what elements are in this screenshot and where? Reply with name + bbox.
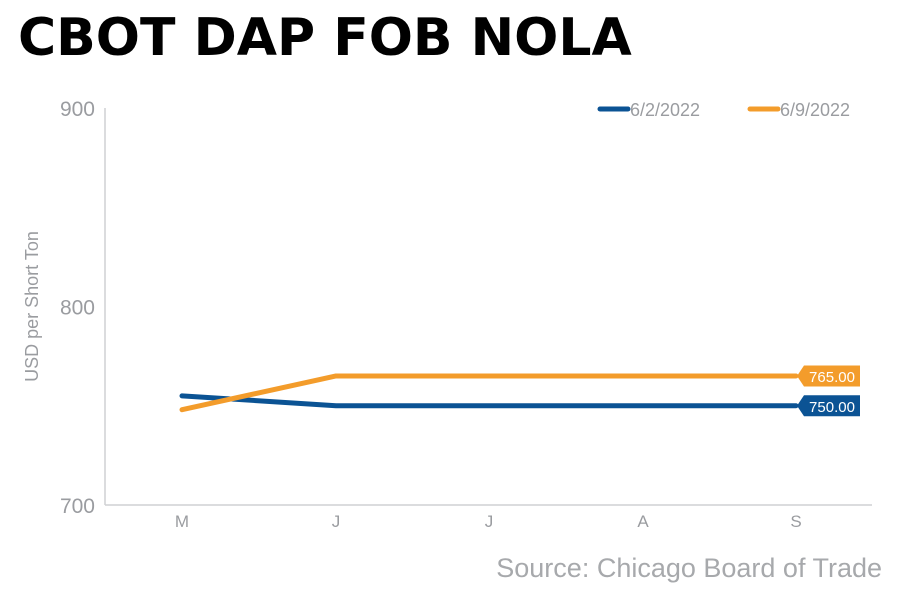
series-line bbox=[179, 393, 799, 409]
end-label-value: 765.00 bbox=[809, 369, 855, 386]
x-tick-label: S bbox=[790, 512, 801, 531]
chart-title: CBOT DAP FOB NOLA bbox=[18, 8, 632, 68]
series-line bbox=[179, 373, 799, 413]
x-tick-label: J bbox=[485, 512, 494, 531]
end-label-value: 750.00 bbox=[809, 399, 855, 416]
end-label-badge bbox=[797, 365, 860, 387]
x-tick-label: M bbox=[175, 512, 189, 531]
end-labels: 750.00 765.00 bbox=[797, 365, 860, 417]
source-note: Source: Chicago Board of Trade bbox=[496, 553, 882, 583]
x-tick-label: J bbox=[332, 512, 341, 531]
y-axis-title: USD per Short Ton bbox=[22, 231, 42, 382]
chart-axes: 700 800 900 M J J A S USD per Short Ton bbox=[22, 98, 872, 531]
y-tick-label: 700 bbox=[60, 495, 95, 518]
chart-legend: 6/2/2022 6/9/2022 bbox=[597, 100, 850, 120]
legend-label: 6/9/2022 bbox=[780, 100, 850, 120]
y-tick-label: 900 bbox=[60, 98, 95, 121]
end-label-badge bbox=[797, 395, 860, 417]
x-tick-label: A bbox=[637, 512, 649, 531]
series-lines bbox=[179, 373, 799, 413]
y-tick-label: 800 bbox=[60, 297, 95, 320]
legend-label: 6/2/2022 bbox=[630, 100, 700, 120]
